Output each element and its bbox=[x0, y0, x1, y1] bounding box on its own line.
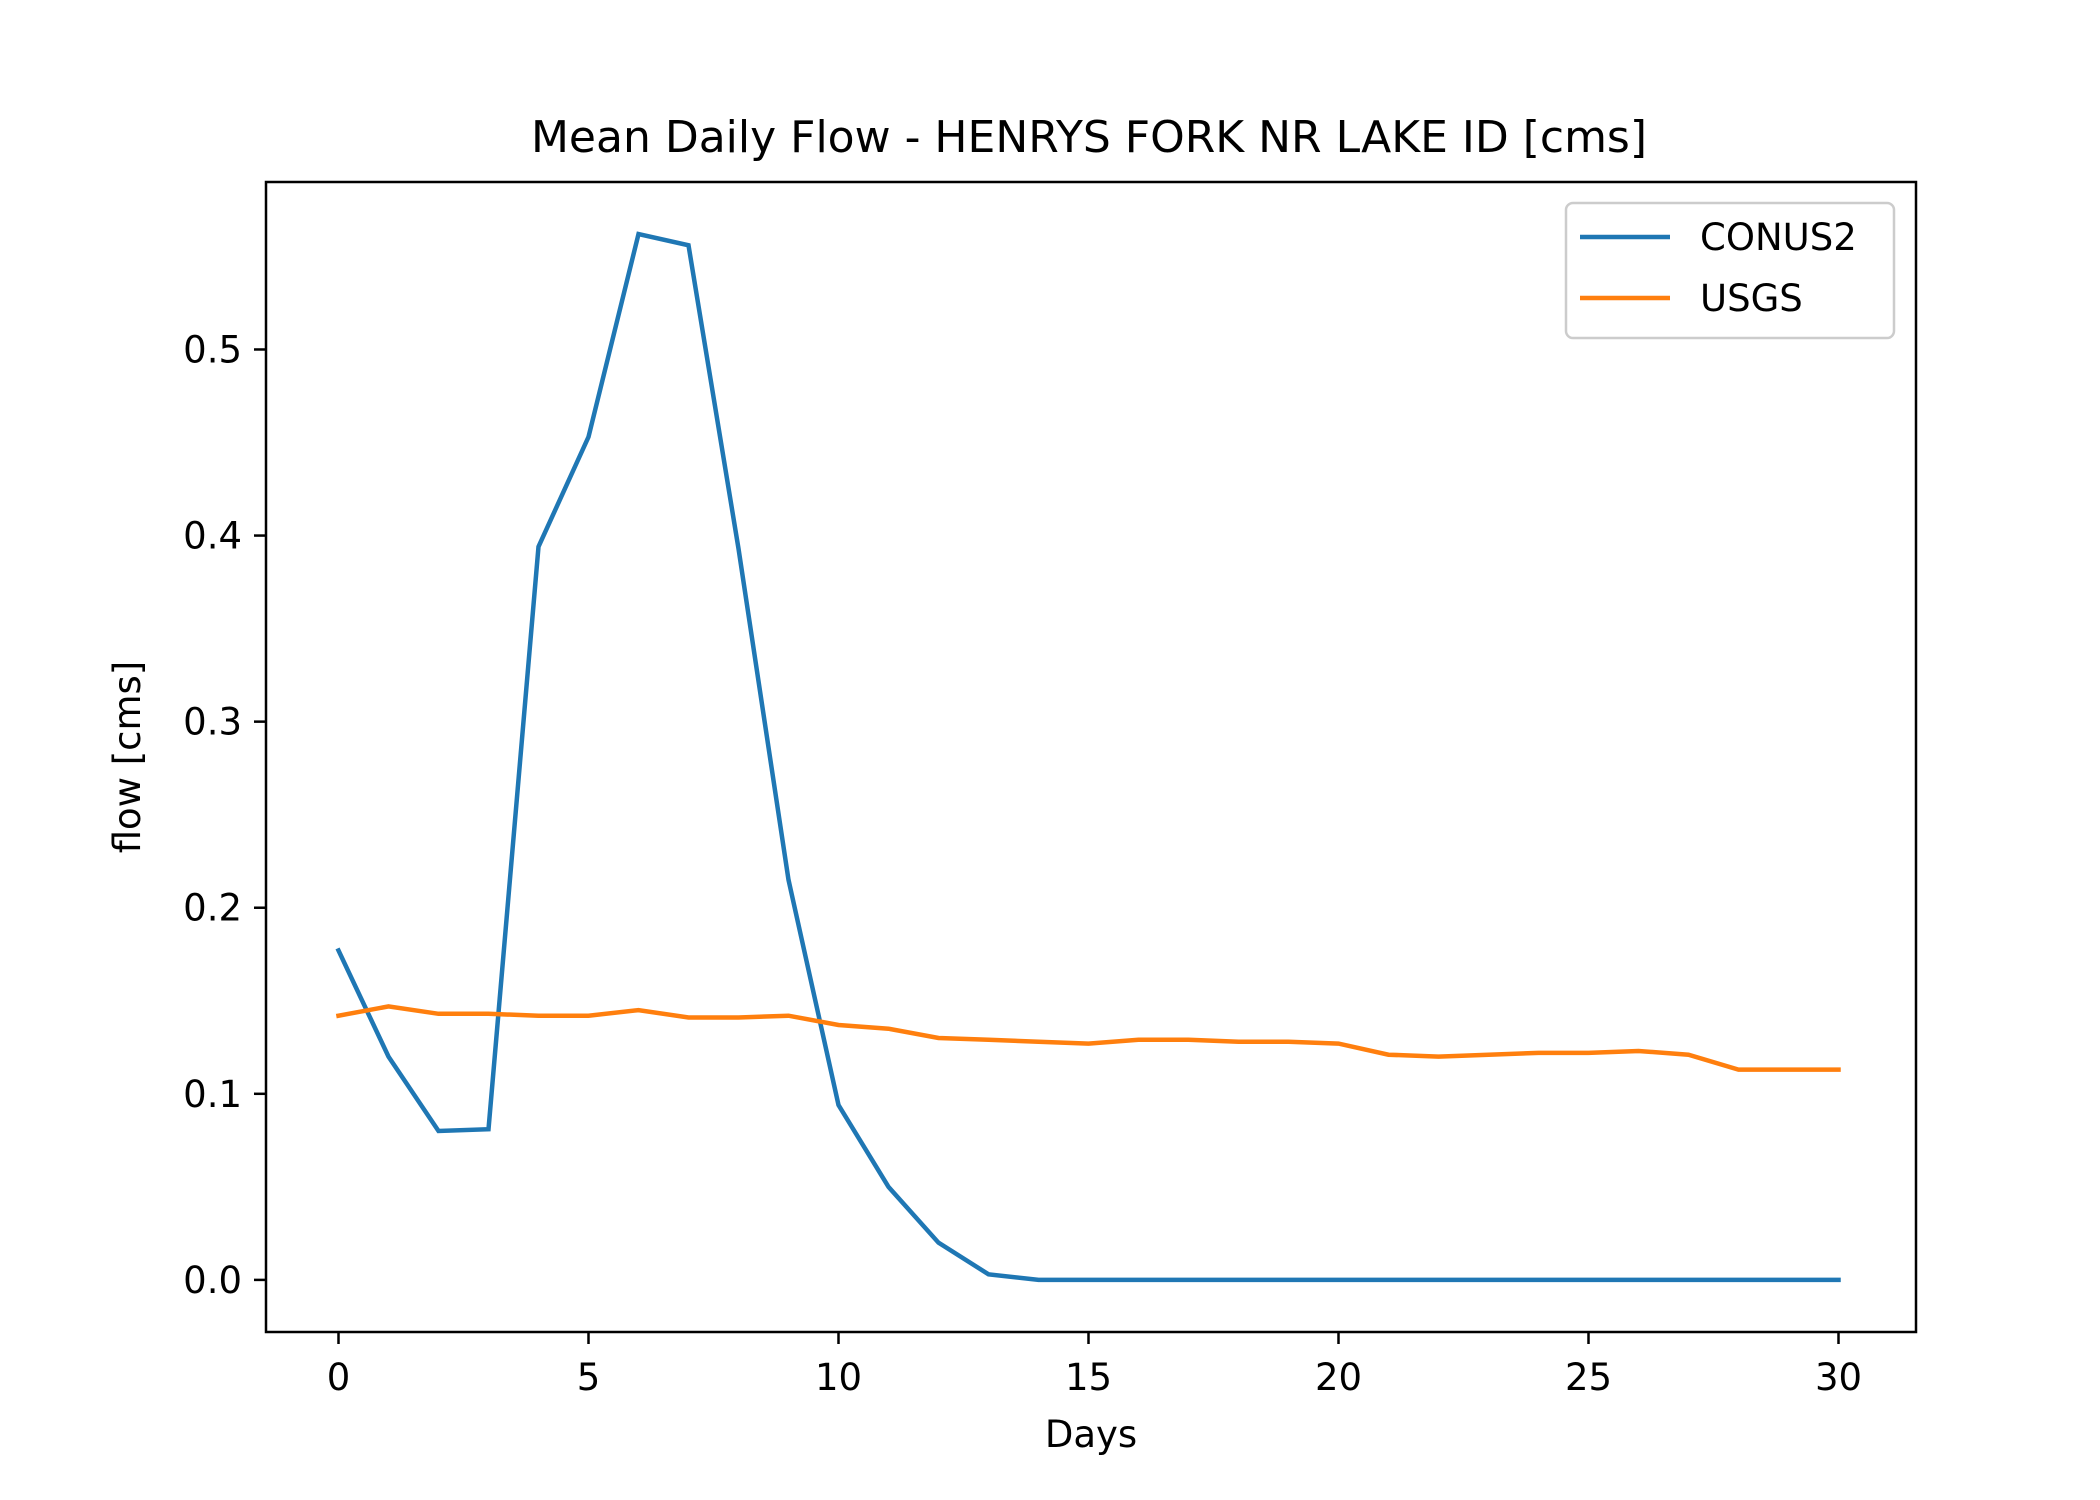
x-tick-label: 5 bbox=[577, 1356, 601, 1399]
y-tick-label: 0.2 bbox=[183, 887, 242, 930]
x-axis-label: Days bbox=[1045, 1413, 1137, 1456]
y-axis-ticks: 0.0 0.1 0.2 0.3 0.4 0.5 bbox=[183, 328, 266, 1302]
legend: CONUS2 USGS bbox=[1564, 201, 1896, 340]
y-tick-label: 0.3 bbox=[183, 701, 242, 744]
plot-area bbox=[264, 180, 1918, 1334]
y-axis-label: flow [cms] bbox=[106, 661, 149, 854]
series-line-conus2 bbox=[335, 231, 1841, 1283]
chart-title: Mean Daily Flow - HENRYS FORK NR LAKE ID… bbox=[531, 112, 1647, 163]
y-tick-label: 0.5 bbox=[183, 328, 242, 371]
y-tick-label: 0.0 bbox=[183, 1259, 242, 1302]
x-tick-label: 20 bbox=[1315, 1356, 1362, 1399]
series-line-usgs bbox=[335, 1004, 1841, 1072]
legend-label-usgs: USGS bbox=[1700, 277, 1803, 320]
legend-label-conus2: CONUS2 bbox=[1700, 216, 1857, 259]
y-tick-label: 0.4 bbox=[183, 515, 242, 558]
x-tick-label: 30 bbox=[1815, 1356, 1862, 1399]
series-layer bbox=[335, 231, 1841, 1283]
x-tick-label: 25 bbox=[1565, 1356, 1612, 1399]
axes-frame bbox=[264, 180, 1918, 1334]
x-tick-label: 15 bbox=[1065, 1356, 1112, 1399]
x-tick-label: 0 bbox=[327, 1356, 351, 1399]
y-tick-label: 0.1 bbox=[183, 1073, 242, 1116]
x-axis-ticks: 0 5 10 15 20 25 30 bbox=[327, 1332, 1862, 1399]
x-tick-label: 10 bbox=[815, 1356, 862, 1399]
